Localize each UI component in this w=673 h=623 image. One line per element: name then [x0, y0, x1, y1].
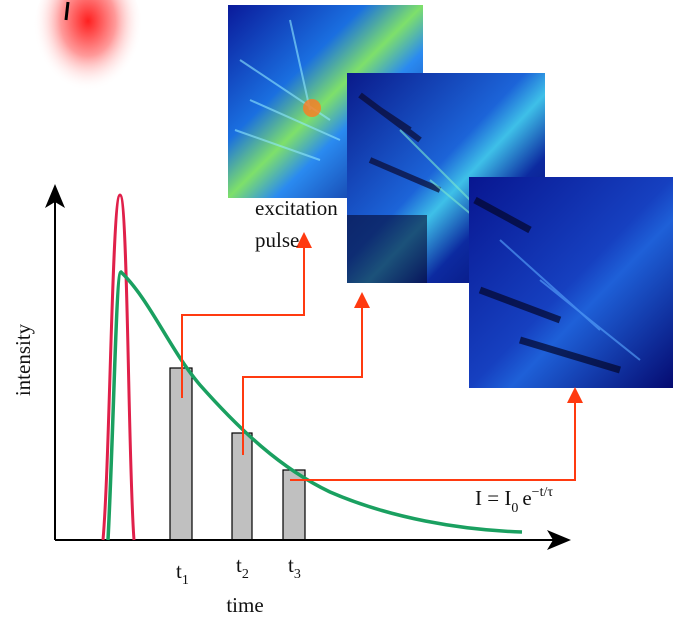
excitation-pulse	[101, 193, 136, 541]
x-axis-label: time	[226, 593, 263, 617]
cursor	[64, 1, 70, 21]
gate-arrows	[181, 232, 583, 481]
gate-sub: 1	[182, 573, 189, 588]
gate-t: t	[176, 559, 182, 583]
excitation-label: excitation	[255, 196, 338, 220]
gate-sub: 3	[294, 567, 301, 582]
formula-base: e	[522, 486, 531, 510]
glow	[33, 0, 143, 105]
image-3	[469, 177, 673, 388]
formula-lhs: I = I	[475, 486, 511, 510]
gate-t: t	[236, 553, 242, 577]
gate-label: t3	[288, 553, 301, 582]
formula: I = I0 e−t/τ	[475, 485, 553, 516]
y-axis-label: intensity	[11, 323, 35, 396]
gates	[169, 367, 306, 541]
gate-t: t	[288, 553, 294, 577]
formula-sub: 0	[511, 501, 518, 516]
gate-label: t2	[236, 553, 249, 582]
gate-sub: 2	[242, 567, 249, 582]
pulse-label: pulse	[255, 228, 299, 252]
formula-exp: −t/τ	[532, 485, 554, 500]
decay-curve	[106, 270, 523, 541]
gate-label: t1	[176, 559, 189, 588]
